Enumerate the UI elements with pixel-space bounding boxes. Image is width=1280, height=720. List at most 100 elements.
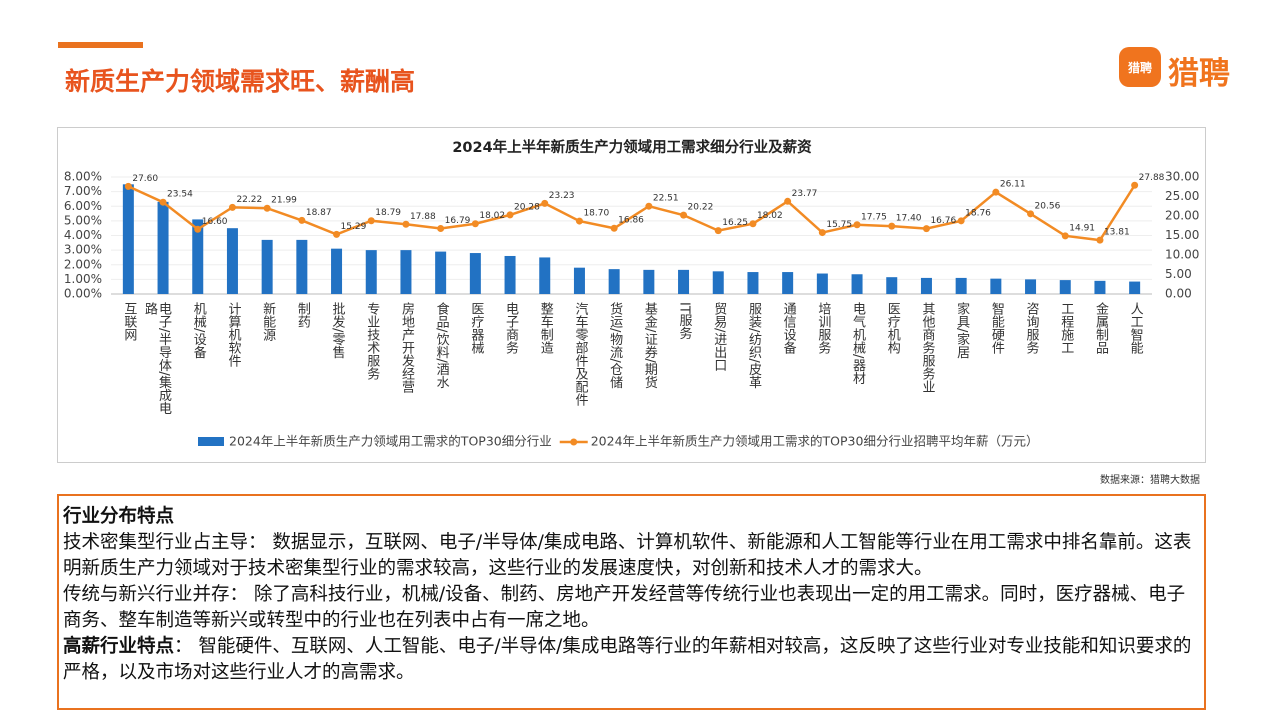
x-tick-label: 医疗机构	[884, 302, 900, 354]
y-tick-label: 7.00%	[64, 184, 102, 198]
salary-point	[853, 221, 861, 229]
bar	[678, 269, 690, 294]
y-tick-label: 5.00%	[64, 213, 102, 227]
data-label: 18.70	[583, 209, 609, 219]
data-label: 23.23	[549, 191, 575, 201]
x-tick-label: 机械/设备	[190, 302, 206, 359]
salary-point	[784, 197, 792, 205]
bar	[643, 269, 655, 294]
notes-paragraph: 传统与新兴行业并存： 除了高科技行业，机械/设备、制药、房地产开发经营等传统行业…	[63, 582, 1200, 634]
data-label: 17.40	[896, 214, 922, 224]
salary-point	[437, 225, 445, 233]
x-tick-label: 通信设备	[780, 302, 796, 354]
x-tick-label: 整车制造	[537, 302, 553, 354]
source: 数据来源：猎聘大数据	[1100, 473, 1200, 486]
bar	[955, 277, 967, 294]
y2-tick-label: 10.00	[1165, 248, 1199, 262]
salary-point	[124, 182, 132, 190]
x-tick-label: 互联网	[121, 302, 137, 341]
salary-point	[992, 188, 1000, 196]
salary-point	[506, 211, 514, 219]
data-label: 26.11	[1000, 180, 1026, 190]
y2-tick-label: 25.00	[1165, 189, 1199, 203]
x-tick-label: 汽车零部件及配件	[572, 302, 588, 406]
y2-tick-label: 0.00	[1165, 287, 1192, 301]
data-label: 16.76	[930, 216, 956, 226]
y-tick-label: 6.00%	[64, 199, 102, 213]
bar	[608, 269, 620, 294]
salary-point	[228, 203, 236, 211]
legend-swatch	[198, 437, 224, 446]
x-tick-label: 批发/零售	[329, 302, 345, 359]
x-tick-label: 房地产开发经营	[398, 302, 414, 393]
bar	[1094, 280, 1106, 294]
salary-point	[541, 199, 549, 207]
chart: 2024年上半年新质生产力领域用工需求细分行业及薪资 数据来源：猎聘大数据 0.…	[64, 138, 1200, 486]
notes-lead: 高薪行业特点	[63, 636, 175, 657]
data-label: 18.87	[306, 208, 332, 218]
y-tick-label: 8.00%	[64, 170, 102, 184]
salary-line	[127, 184, 1136, 242]
salary-point	[575, 217, 583, 225]
salary-point	[610, 224, 618, 232]
bar	[504, 255, 516, 294]
salary-point	[159, 198, 167, 206]
bar	[1129, 281, 1141, 294]
bar	[261, 239, 273, 294]
data-label: 18.02	[479, 211, 505, 221]
y2-tick-label: 5.00	[1165, 267, 1192, 281]
salary-point	[645, 202, 653, 210]
x-tick-label: 制药	[294, 302, 310, 328]
legend-swatch	[570, 438, 578, 446]
data-label: 14.91	[1069, 223, 1095, 233]
bar	[573, 267, 585, 294]
bar	[782, 272, 794, 294]
bar	[539, 257, 551, 294]
x-tick-label: 货运/物流/仓储	[607, 302, 623, 389]
notes-paragraph: 高薪行业特点： 智能硬件、互联网、人工智能、电子/半导体/集成电路等行业的年薪相…	[63, 634, 1200, 686]
y-tick-label: 0.00%	[64, 287, 102, 301]
bar	[747, 272, 759, 294]
salary-point	[888, 222, 896, 230]
data-label: 18.79	[375, 208, 401, 218]
x-tick-label: 金属制品	[1092, 302, 1108, 354]
data-label: 20.22	[688, 203, 714, 213]
data-label: 27.60	[132, 174, 158, 184]
salary-point	[471, 220, 479, 228]
bar	[331, 248, 343, 294]
data-label: 16.25	[722, 218, 748, 228]
x-tick-label: IT服务	[676, 302, 692, 340]
salary-point	[957, 217, 965, 225]
data-label: 17.75	[861, 212, 887, 222]
bar	[886, 277, 898, 294]
data-label: 23.54	[167, 190, 193, 200]
x-tick-label: 电气机械/器材	[850, 302, 866, 385]
data-label: 16.86	[618, 216, 644, 226]
bar	[400, 250, 412, 294]
x-tick-label: 工程施工	[1058, 302, 1074, 354]
data-label: 20.28	[514, 202, 540, 212]
y-tick-label: 4.00%	[64, 228, 102, 242]
bar	[226, 228, 238, 294]
x-tick-label: 培训服务	[815, 302, 831, 354]
bar	[1025, 279, 1037, 294]
notes-lead: 技术密集型行业占主导：	[63, 532, 267, 553]
logo-mark: 猎聘	[1119, 47, 1161, 87]
salary-point	[680, 211, 688, 219]
chart-frame	[57, 127, 1206, 463]
x-tick-label: 医疗器械	[468, 302, 484, 354]
bar	[365, 250, 377, 294]
salary-point	[1061, 232, 1069, 240]
x-tick-label: 电子/半导体/集成电路	[142, 302, 172, 415]
bar	[990, 278, 1002, 294]
x-tick-label: 贸易/进出口	[711, 302, 727, 372]
legend-label: 2024年上半年新质生产力领域用工需求的TOP30细分行业招聘平均年薪（万元）	[591, 434, 1039, 449]
x-tick-label: 服装/纺织/皮革	[745, 302, 761, 389]
y2-tick-label: 30.00	[1165, 170, 1199, 184]
y-tick-label: 1.00%	[64, 272, 102, 286]
data-label: 15.29	[341, 222, 367, 232]
bar	[851, 274, 863, 294]
bar	[122, 184, 134, 294]
salary-point	[333, 230, 341, 238]
